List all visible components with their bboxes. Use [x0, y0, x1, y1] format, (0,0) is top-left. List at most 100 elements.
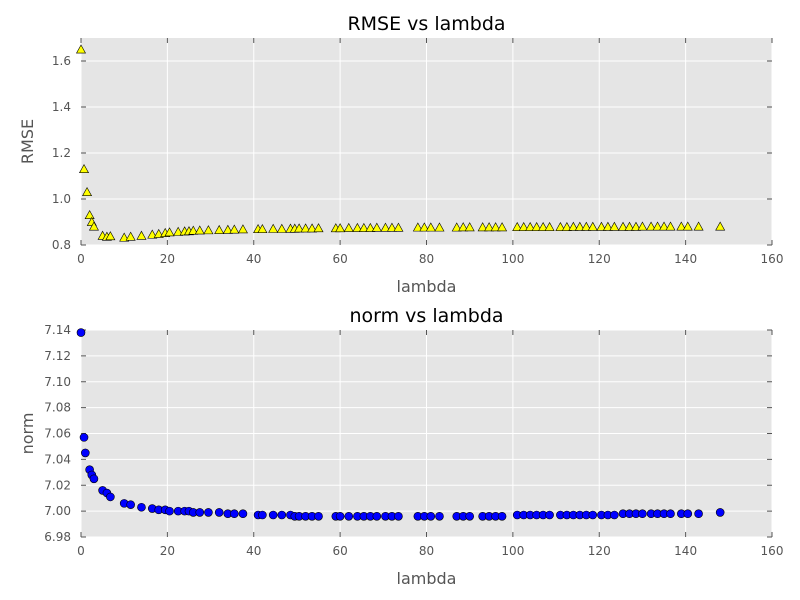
rmse-data-point	[477, 222, 488, 232]
rmse-data-point	[652, 221, 663, 231]
norm-data-point	[214, 508, 224, 517]
rmse-data-point	[393, 222, 404, 232]
rmse-data-point	[125, 231, 136, 241]
rmse-data-point	[676, 221, 687, 231]
rmse-data-point	[358, 222, 369, 232]
rmse-data-point	[237, 224, 248, 234]
norm-data-point	[76, 328, 86, 337]
rmse-y-tick-label: 1.6	[52, 54, 71, 68]
rmse-data-point	[602, 221, 613, 231]
rmse-data-point	[419, 222, 430, 232]
norm-y-tick-label: 6.98	[44, 530, 71, 544]
rmse-data-point	[84, 209, 95, 219]
norm-chart-title: norm vs lambda	[349, 305, 503, 327]
norm-y-tick-label: 7.12	[44, 349, 71, 363]
norm-data-point	[79, 433, 89, 442]
rmse-data-point	[484, 222, 495, 232]
rmse-data-point	[497, 222, 508, 232]
norm-data-point	[126, 500, 135, 509]
rmse-data-point	[194, 225, 205, 235]
rmse-data-point	[105, 231, 116, 241]
rmse-data-point	[257, 224, 268, 234]
norm-data-point	[610, 510, 619, 520]
norm-data-point	[435, 511, 444, 521]
norm-data-point	[238, 509, 248, 519]
rmse-chart-title: RMSE vs lambda	[347, 13, 505, 35]
norm-x-tick-label: 100	[501, 544, 524, 558]
rmse-x-tick-label: 140	[674, 252, 697, 266]
rmse-data-point	[294, 223, 305, 233]
norm-data-point	[137, 502, 146, 512]
norm-data-point	[372, 511, 382, 521]
rmse-data-point	[617, 221, 629, 231]
rmse-data-point	[136, 230, 147, 240]
rmse-data-point	[365, 222, 376, 232]
rmse-data-point	[624, 221, 635, 231]
rmse-data-point	[646, 221, 657, 231]
rmse-data-point	[659, 221, 670, 231]
norm-y-tick-label: 7.08	[44, 401, 71, 415]
norm-x-tick-label: 0	[77, 544, 85, 558]
rmse-data-point	[371, 222, 382, 232]
rmse-data-point	[173, 226, 184, 236]
rmse-data-point	[525, 221, 536, 231]
norm-data-point	[394, 511, 403, 521]
rmse-data-point	[425, 222, 436, 232]
rmse-data-point	[693, 221, 704, 231]
norm-x-tick-label: 140	[674, 544, 697, 558]
norm-y-axis-label: norm	[18, 413, 37, 455]
norm-x-axis-label: lambda	[397, 569, 457, 588]
norm-points	[76, 328, 725, 521]
rmse-data-point	[464, 222, 475, 232]
rmse-y-axis-label: RMSE	[18, 119, 37, 164]
norm-data-point	[165, 506, 174, 516]
norm-data-point	[314, 511, 323, 521]
rmse-data-point	[222, 224, 233, 234]
rmse-y-tick-label: 1.4	[52, 100, 71, 114]
rmse-data-point	[574, 221, 585, 231]
norm-data-point	[81, 448, 90, 458]
norm-data-point	[465, 511, 474, 521]
norm-panel: 0 20 40 60 80 100 120 140 160 6.98 7.00 7.02 7.04 7.0…	[18, 305, 783, 588]
norm-data-point	[230, 509, 239, 519]
norm-data-point	[694, 509, 703, 519]
rmse-points	[75, 44, 726, 242]
rmse-data-point	[561, 221, 572, 231]
rmse-data-point	[538, 221, 549, 231]
rmse-data-point	[276, 223, 287, 233]
rmse-data-point	[596, 221, 607, 231]
rmse-x-tick-label: 0	[77, 252, 85, 266]
rmse-data-point	[637, 221, 648, 231]
rmse-y-tick-label: 1.2	[52, 146, 71, 160]
rmse-data-point	[188, 225, 199, 235]
norm-data-point	[204, 508, 213, 517]
rmse-data-point	[79, 163, 90, 173]
norm-y-tick-label: 7.14	[44, 323, 71, 337]
norm-x-tick-label: 120	[588, 544, 611, 558]
norm-ticks: 0 20 40 60 80 100 120 140 160 6.98 7.00 7.02 7.04 7.0…	[44, 323, 783, 558]
rmse-data-point	[531, 221, 542, 231]
rmse-x-axis-label: lambda	[397, 277, 457, 296]
rmse-x-tick-label: 160	[761, 252, 784, 266]
norm-y-tick-label: 7.04	[44, 452, 71, 466]
rmse-data-point	[352, 222, 363, 232]
rmse-data-point	[518, 221, 529, 231]
rmse-x-tick-label: 20	[160, 252, 175, 266]
norm-data-point	[195, 508, 205, 517]
rmse-ticks: 0 20 40 60 80 100 120 140 160 0.8 1.0 1.2 1.4 1.6	[52, 38, 784, 266]
norm-x-tick-label: 40	[246, 544, 261, 558]
rmse-data-point	[682, 221, 693, 231]
norm-y-tick-label: 7.10	[44, 375, 71, 389]
rmse-data-point	[490, 222, 501, 232]
norm-data-point	[335, 511, 345, 521]
rmse-data-point	[313, 223, 324, 233]
norm-data-point	[258, 510, 267, 520]
rmse-data-point	[630, 221, 641, 231]
rmse-data-point	[386, 222, 397, 232]
norm-data-point	[268, 510, 278, 520]
rmse-x-tick-label: 60	[332, 252, 347, 266]
norm-data-point	[426, 511, 436, 521]
norm-x-tick-label: 80	[419, 544, 434, 558]
rmse-data-point	[307, 223, 318, 233]
norm-data-point	[683, 509, 693, 519]
